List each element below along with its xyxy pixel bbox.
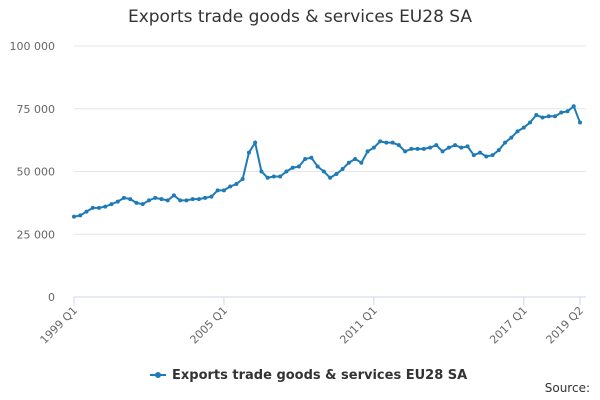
point: [459, 145, 464, 150]
point: [228, 184, 233, 189]
point: [565, 109, 570, 114]
point: [378, 139, 383, 144]
x-tick-label: 2005 Q1: [188, 304, 231, 347]
chart-title: Exports trade goods & services EU28 SA: [128, 7, 472, 27]
point: [153, 195, 158, 200]
point: [265, 175, 270, 180]
point: [390, 140, 395, 145]
point: [190, 197, 195, 202]
point: [415, 146, 420, 151]
point: [453, 143, 458, 148]
point: [259, 169, 264, 174]
point: [109, 202, 114, 207]
point: [246, 150, 251, 155]
point: [146, 198, 151, 203]
point: [253, 140, 258, 145]
point: [296, 164, 301, 169]
point: [340, 166, 345, 171]
point: [303, 156, 308, 161]
point: [471, 153, 476, 158]
x-tick-label: 2017 Q1: [487, 304, 530, 347]
point: [446, 145, 451, 150]
point: [346, 160, 351, 165]
point: [171, 193, 176, 198]
point: [96, 205, 101, 210]
point: [478, 150, 483, 155]
point: [371, 145, 376, 150]
point: [103, 204, 108, 209]
point: [359, 160, 364, 165]
point: [534, 113, 539, 118]
y-tick-label: 25 000: [17, 228, 56, 241]
point: [184, 198, 189, 203]
point: [546, 114, 551, 119]
point: [384, 140, 389, 145]
point: [328, 175, 333, 180]
point: [484, 154, 489, 159]
point: [290, 165, 295, 170]
point: [334, 172, 339, 177]
point: [465, 144, 470, 149]
point: [509, 135, 514, 140]
point: [159, 197, 164, 202]
point: [309, 155, 314, 160]
x-tick-label: 2019 Q2: [544, 304, 587, 347]
point: [434, 143, 439, 148]
point: [496, 148, 501, 153]
point: [528, 120, 533, 125]
point: [271, 174, 276, 179]
y-tick-label: 50 000: [17, 166, 56, 179]
point: [553, 114, 558, 119]
point: [521, 125, 526, 130]
point: [128, 197, 133, 202]
point: [134, 200, 139, 205]
point: [321, 169, 326, 174]
point: [409, 146, 414, 151]
point: [571, 104, 576, 109]
point: [503, 140, 508, 145]
series-line: [73, 104, 581, 218]
point: [421, 146, 426, 151]
point: [196, 197, 201, 202]
point: [440, 149, 445, 154]
point: [234, 182, 239, 187]
point: [365, 149, 370, 154]
point: [515, 129, 520, 134]
point: [115, 199, 120, 204]
legend-label: Exports trade goods & services EU28 SA: [172, 368, 467, 383]
point: [90, 205, 95, 210]
point: [178, 198, 183, 203]
point: [209, 194, 214, 199]
point: [428, 145, 433, 150]
point: [278, 174, 283, 179]
y-tick-label: 100 000: [10, 40, 56, 53]
point: [140, 202, 145, 207]
point: [240, 177, 245, 182]
point: [78, 213, 83, 218]
point: [578, 120, 582, 125]
point: [315, 164, 320, 169]
x-tick-label: 1999 Q1: [38, 304, 81, 347]
point: [403, 149, 408, 154]
point: [203, 195, 208, 200]
point: [84, 209, 89, 214]
y-tick-label: 0: [48, 291, 55, 304]
point: [284, 169, 289, 174]
point: [353, 156, 358, 161]
point: [490, 153, 495, 158]
point: [121, 195, 126, 200]
point: [540, 115, 545, 120]
point: [221, 188, 226, 193]
source: Source:: [545, 381, 590, 395]
point: [396, 143, 401, 148]
point: [559, 110, 564, 115]
x-tick-label: 2011 Q1: [337, 304, 380, 347]
point: [72, 214, 76, 219]
point: [165, 198, 170, 203]
y-tick-label: 75 000: [17, 103, 56, 116]
legend-marker: [155, 372, 161, 378]
point: [215, 188, 220, 193]
